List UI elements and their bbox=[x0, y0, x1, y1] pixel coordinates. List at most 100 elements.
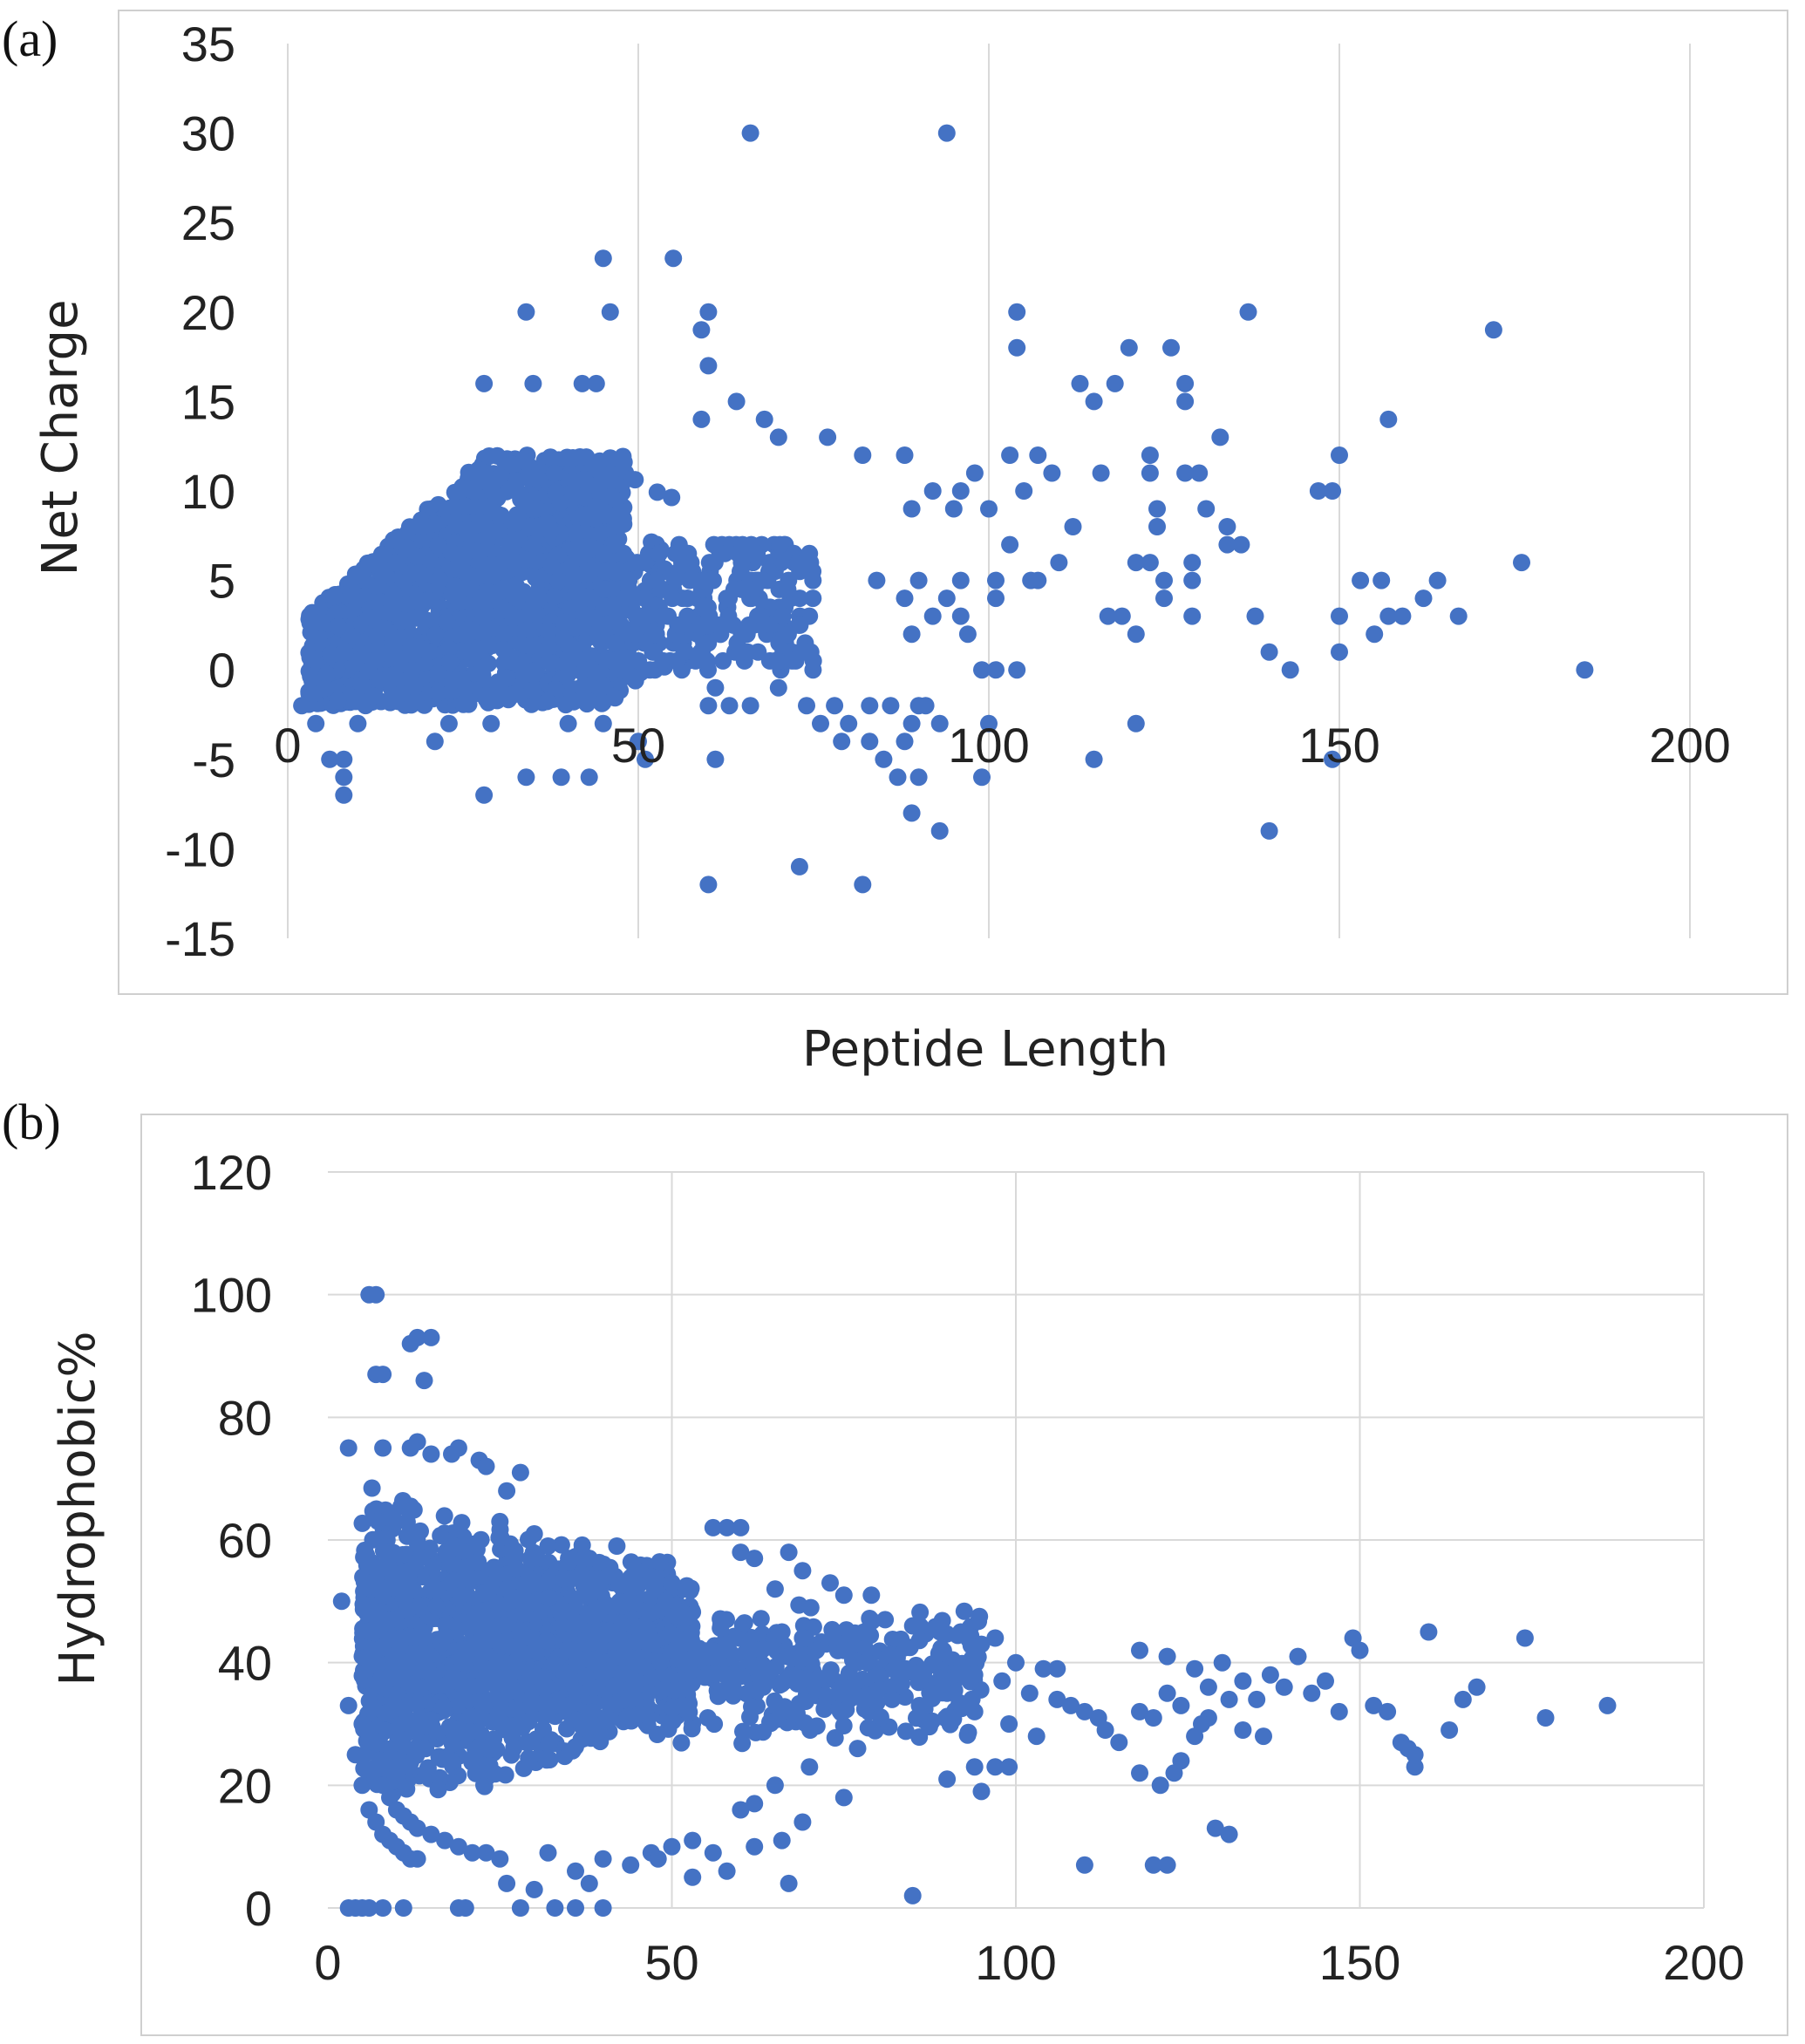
panel-a-point bbox=[406, 693, 425, 712]
panel-b-point bbox=[1048, 1690, 1066, 1708]
panel-b-x-tick-label: 150 bbox=[1319, 1935, 1400, 1990]
panel-a-point bbox=[699, 697, 718, 715]
panel-a-point bbox=[694, 598, 712, 617]
panel-a-point bbox=[791, 616, 809, 634]
panel-b-point bbox=[783, 1649, 801, 1667]
panel-b-y-axis-title: Hydrophobic% bbox=[50, 1331, 106, 1686]
panel-b-point bbox=[491, 1850, 509, 1868]
panel-b-point bbox=[807, 1717, 826, 1735]
panel-a-point bbox=[521, 637, 540, 655]
panel-a-point bbox=[335, 768, 353, 787]
panel-a-point bbox=[1331, 643, 1348, 661]
panel-b-point bbox=[473, 1602, 491, 1620]
panel-b-point bbox=[1351, 1641, 1369, 1659]
panel-b-point bbox=[876, 1611, 895, 1629]
panel-b-point bbox=[683, 1720, 701, 1738]
panel-b-point bbox=[972, 1782, 991, 1801]
panel-b-point bbox=[892, 1630, 910, 1648]
panel-b-point bbox=[596, 1625, 614, 1644]
panel-b-y-tick-label: 60 bbox=[218, 1513, 272, 1568]
panel-a-point bbox=[607, 634, 625, 652]
panel-b-point bbox=[663, 1574, 681, 1592]
panel-a-point bbox=[1043, 464, 1061, 482]
panel-b-point bbox=[434, 1698, 453, 1716]
panel-a-point bbox=[804, 589, 822, 608]
panel-a-point bbox=[429, 536, 447, 555]
panel-a-point bbox=[558, 448, 576, 467]
panel-a-point bbox=[714, 651, 732, 670]
panel-b-point bbox=[487, 1666, 506, 1685]
panel-a-point bbox=[537, 514, 555, 532]
panel-a-point bbox=[1008, 661, 1026, 679]
panel-a-point bbox=[861, 697, 879, 715]
panel-a-point bbox=[1309, 482, 1327, 500]
panel-a-point bbox=[889, 768, 907, 787]
panel-a-point bbox=[565, 640, 583, 658]
panel-a-point bbox=[1218, 535, 1236, 554]
panel-a-point bbox=[699, 634, 717, 652]
panel-b-point bbox=[408, 1819, 426, 1837]
panel-b-point bbox=[491, 1692, 509, 1710]
panel-a-frame bbox=[118, 10, 1788, 995]
panel-b-point bbox=[910, 1728, 929, 1746]
panel-a-point bbox=[579, 692, 597, 710]
panel-a-label: (a) bbox=[2, 10, 58, 67]
panel-b-point bbox=[429, 1781, 447, 1799]
panel-a-point bbox=[494, 641, 513, 659]
panel-b-point bbox=[392, 1629, 410, 1647]
panel-b-point bbox=[673, 1680, 691, 1699]
panel-a-point bbox=[1120, 338, 1138, 357]
panel-a-point bbox=[1379, 607, 1398, 625]
panel-b-point bbox=[826, 1729, 844, 1747]
panel-a-point bbox=[909, 571, 928, 589]
panel-a-point bbox=[930, 714, 949, 732]
panel-a-point bbox=[695, 571, 713, 589]
panel-a-point bbox=[958, 625, 977, 644]
panel-b-point bbox=[555, 1570, 572, 1588]
panel-b-point bbox=[447, 1723, 466, 1741]
panel-b-point bbox=[521, 1629, 540, 1647]
panel-b-point bbox=[408, 1328, 426, 1346]
panel-b-point bbox=[858, 1621, 876, 1639]
panel-b-point bbox=[583, 1606, 602, 1625]
panel-b-point bbox=[359, 1622, 378, 1640]
panel-b-point bbox=[718, 1862, 736, 1880]
panel-a-point bbox=[305, 685, 323, 703]
panel-b-point bbox=[505, 1739, 523, 1757]
panel-b-point bbox=[834, 1641, 853, 1659]
panel-a-point bbox=[706, 750, 725, 768]
panel-b-point bbox=[514, 1759, 533, 1777]
panel-b-point bbox=[923, 1712, 941, 1730]
panel-a-point bbox=[780, 571, 798, 589]
panel-a-point bbox=[965, 464, 984, 482]
panel-b-point bbox=[841, 1678, 860, 1696]
panel-b-point bbox=[834, 1586, 853, 1605]
panel-b-point bbox=[449, 1439, 467, 1457]
panel-a-point bbox=[902, 625, 921, 644]
panel-a-point bbox=[336, 643, 354, 661]
panel-b-y-tick-label: 0 bbox=[245, 1881, 272, 1936]
panel-a-point bbox=[603, 487, 621, 506]
panel-b-point bbox=[435, 1507, 453, 1525]
panel-a-point bbox=[1211, 428, 1229, 446]
panel-a-point bbox=[769, 651, 787, 670]
panel-a-point bbox=[798, 697, 815, 715]
panel-b-point bbox=[378, 1579, 396, 1598]
panel-b-point bbox=[1406, 1758, 1424, 1776]
panel-b-point bbox=[561, 1669, 579, 1687]
panel-b-point bbox=[423, 1718, 441, 1736]
panel-a-point bbox=[650, 544, 668, 562]
panel-a-point bbox=[641, 661, 659, 679]
panel-b-point bbox=[472, 1738, 489, 1756]
panel-b-point bbox=[896, 1659, 915, 1678]
panel-b-point bbox=[397, 1586, 414, 1605]
panel-a-point bbox=[1085, 750, 1103, 768]
panel-a-point bbox=[580, 476, 598, 494]
panel-a-point bbox=[595, 598, 613, 617]
panel-a-point bbox=[1015, 482, 1033, 500]
panel-a-point bbox=[374, 567, 392, 585]
panel-b-point bbox=[869, 1681, 887, 1700]
panel-b-point bbox=[467, 1764, 485, 1782]
panel-a-point bbox=[638, 607, 657, 625]
panel-a-x-axis-title: Peptide Length bbox=[802, 1021, 1168, 1078]
